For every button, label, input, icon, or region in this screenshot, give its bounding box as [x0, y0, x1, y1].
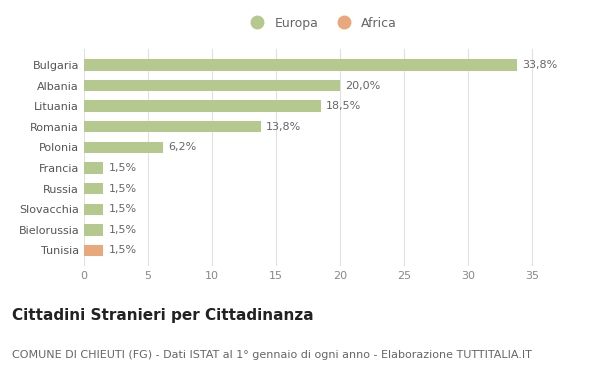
Text: 13,8%: 13,8%	[266, 122, 301, 132]
Bar	[84, 59, 517, 71]
Bar	[84, 204, 103, 215]
Bar	[84, 162, 103, 174]
Text: 18,5%: 18,5%	[326, 101, 361, 111]
Text: 1,5%: 1,5%	[109, 225, 136, 235]
Bar	[84, 100, 321, 112]
Text: 1,5%: 1,5%	[109, 245, 136, 255]
Text: 33,8%: 33,8%	[522, 60, 557, 70]
Text: 6,2%: 6,2%	[169, 142, 197, 152]
Text: Cittadini Stranieri per Cittadinanza: Cittadini Stranieri per Cittadinanza	[12, 308, 314, 323]
Text: COMUNE DI CHIEUTI (FG) - Dati ISTAT al 1° gennaio di ogni anno - Elaborazione TU: COMUNE DI CHIEUTI (FG) - Dati ISTAT al 1…	[12, 350, 532, 359]
Bar	[84, 224, 103, 236]
Bar	[84, 80, 340, 91]
Bar	[84, 142, 163, 153]
Text: 1,5%: 1,5%	[109, 184, 136, 194]
Text: 1,5%: 1,5%	[109, 163, 136, 173]
Legend: Europa, Africa: Europa, Africa	[245, 17, 397, 30]
Text: 1,5%: 1,5%	[109, 204, 136, 214]
Bar	[84, 245, 103, 256]
Bar	[84, 183, 103, 194]
Text: 20,0%: 20,0%	[346, 81, 380, 90]
Bar	[84, 121, 261, 133]
